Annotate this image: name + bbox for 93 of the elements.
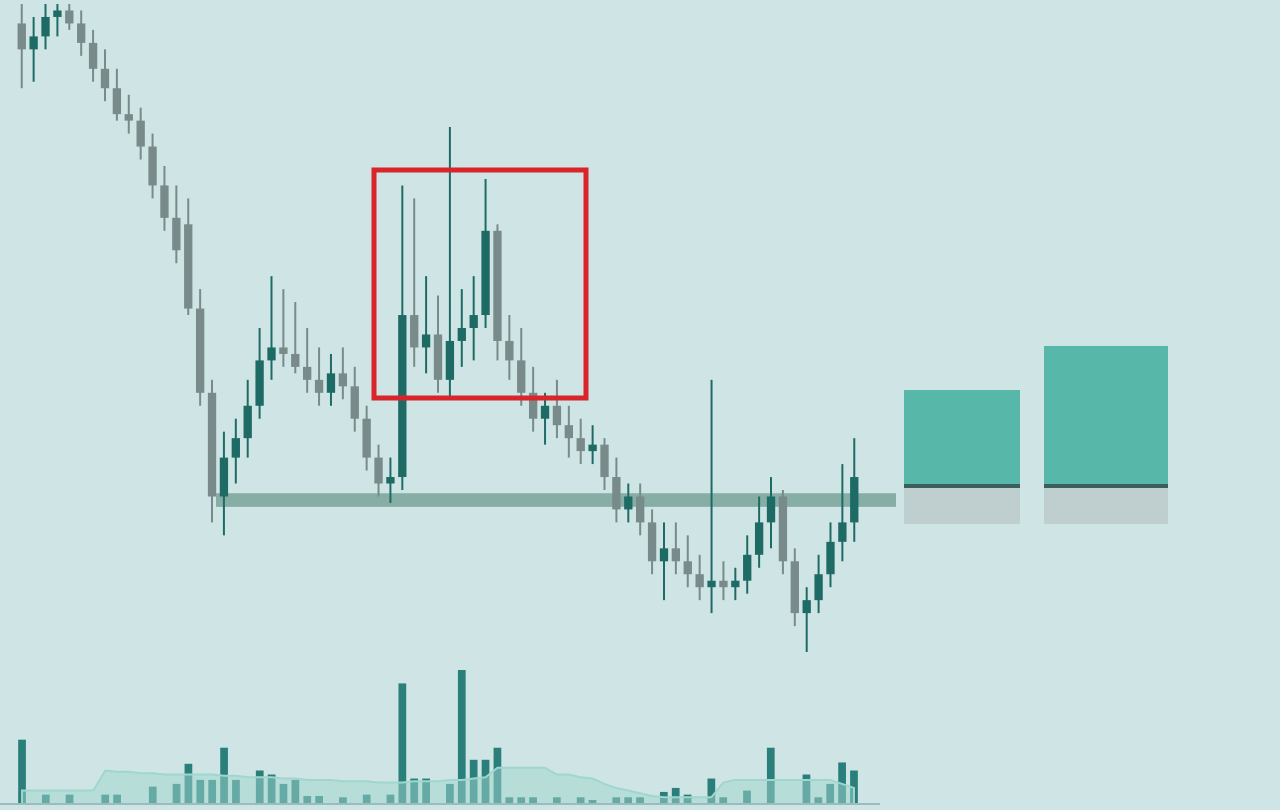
candlestick: [326, 352, 336, 407]
bar: [315, 795, 324, 804]
candlestick: [338, 346, 348, 401]
candlestick: [160, 165, 169, 232]
bar: [814, 797, 823, 804]
candlestick: [29, 15, 38, 83]
candlestick: [826, 521, 835, 589]
candlestick: [564, 404, 573, 459]
candlestick: [53, 3, 62, 38]
candlestick: [814, 553, 823, 615]
candlestick: [766, 476, 776, 550]
bar: [659, 791, 668, 804]
candlestick: [445, 126, 455, 401]
candlestick: [505, 314, 514, 381]
candlestick: [838, 463, 847, 563]
bar: [148, 786, 157, 804]
candlestick: [386, 456, 395, 504]
bar: [838, 762, 846, 804]
candlestick: [588, 424, 597, 466]
candlestick: [671, 521, 681, 576]
bar: [18, 739, 26, 804]
candlestick: [659, 521, 669, 602]
candlestick: [624, 482, 633, 524]
bar: [636, 797, 644, 804]
bar: [410, 778, 419, 804]
candlestick: [100, 48, 110, 103]
bar: [505, 797, 514, 804]
bar: [624, 797, 633, 804]
candlestick: [636, 482, 645, 537]
bar: [457, 670, 466, 804]
candlestick: [65, 3, 74, 31]
candlestick: [255, 327, 264, 420]
candlestick: [362, 404, 371, 472]
candlestick: [707, 378, 716, 615]
bar: [743, 790, 751, 804]
candlestick: [314, 346, 324, 407]
candlestick: [612, 456, 621, 524]
candlestick: [469, 275, 478, 362]
candlestick: [410, 197, 419, 368]
bar: [517, 797, 526, 804]
candlestick: [517, 327, 526, 407]
bar: [826, 783, 835, 804]
candlestick: [350, 365, 359, 433]
bar: [552, 797, 561, 804]
bar: [766, 747, 775, 804]
candlestick: [279, 288, 288, 368]
bar: [469, 759, 478, 804]
bar: [339, 797, 347, 804]
candlestick: [695, 553, 704, 602]
candlestick: [719, 560, 728, 602]
candlestick: [136, 106, 145, 161]
candlestick: [600, 437, 609, 491]
candlestick: [754, 495, 764, 569]
bar: [303, 795, 312, 804]
candlestick: [850, 437, 859, 543]
bar: [529, 797, 537, 804]
candlestick: [112, 67, 122, 122]
bar: [707, 778, 716, 804]
candlestick: [231, 417, 240, 485]
candlestick: [148, 132, 157, 200]
candlestick: [77, 9, 86, 57]
candlestick: [41, 3, 50, 51]
bar: [196, 779, 205, 804]
candlestick: [433, 294, 443, 394]
candlestick: [457, 288, 466, 368]
bar: [220, 747, 228, 804]
candlestick: [683, 534, 692, 589]
bar: [612, 797, 621, 804]
bar: [255, 770, 264, 804]
candlestick: [374, 443, 383, 498]
bar: [719, 797, 728, 804]
bar: [208, 779, 217, 804]
candlestick: [303, 327, 312, 394]
candlestick: [267, 275, 276, 381]
candlestick: [219, 430, 229, 537]
bar: [850, 770, 858, 804]
bar: [422, 778, 430, 804]
candlestick: [576, 417, 585, 466]
bar: [398, 683, 407, 804]
candlestick: [540, 391, 550, 446]
candlestick: [552, 378, 562, 440]
candlestick: [291, 301, 300, 375]
bar: [232, 779, 240, 804]
bar: [446, 783, 454, 804]
candlestick: [802, 586, 811, 653]
candlestick: [17, 3, 26, 90]
candlestick: [124, 93, 133, 135]
candlestick: [743, 534, 752, 595]
candlestick: [88, 28, 98, 83]
candlestick: [647, 508, 657, 576]
candlestick: [243, 378, 252, 459]
candlestick: [421, 275, 431, 375]
bar: [671, 787, 680, 804]
